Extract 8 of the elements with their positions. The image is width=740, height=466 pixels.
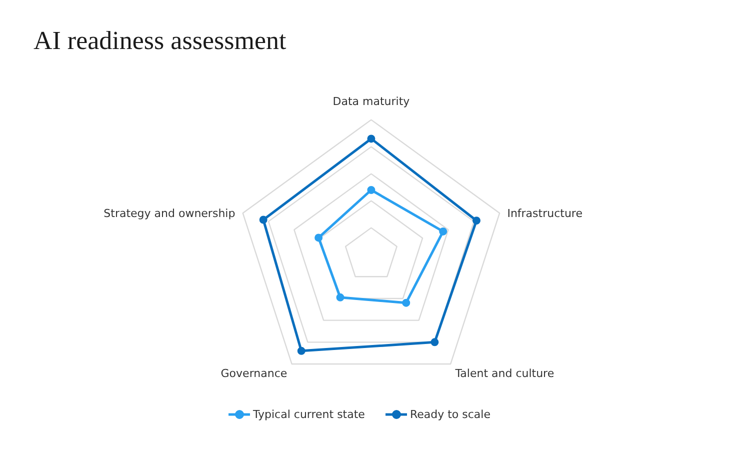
spoke-label: Infrastructure [507, 207, 583, 220]
spoke-label: Talent and culture [454, 366, 554, 380]
spoke-label: Data maturity [332, 94, 410, 108]
legend-label: Ready to scale [410, 408, 490, 420]
spoke-label: Governance [220, 366, 288, 380]
chart-title: AI readiness assessment [34, 26, 287, 55]
spoke-label: Strategy and ownership [104, 207, 236, 220]
legend-label: Typical current state [253, 408, 365, 420]
